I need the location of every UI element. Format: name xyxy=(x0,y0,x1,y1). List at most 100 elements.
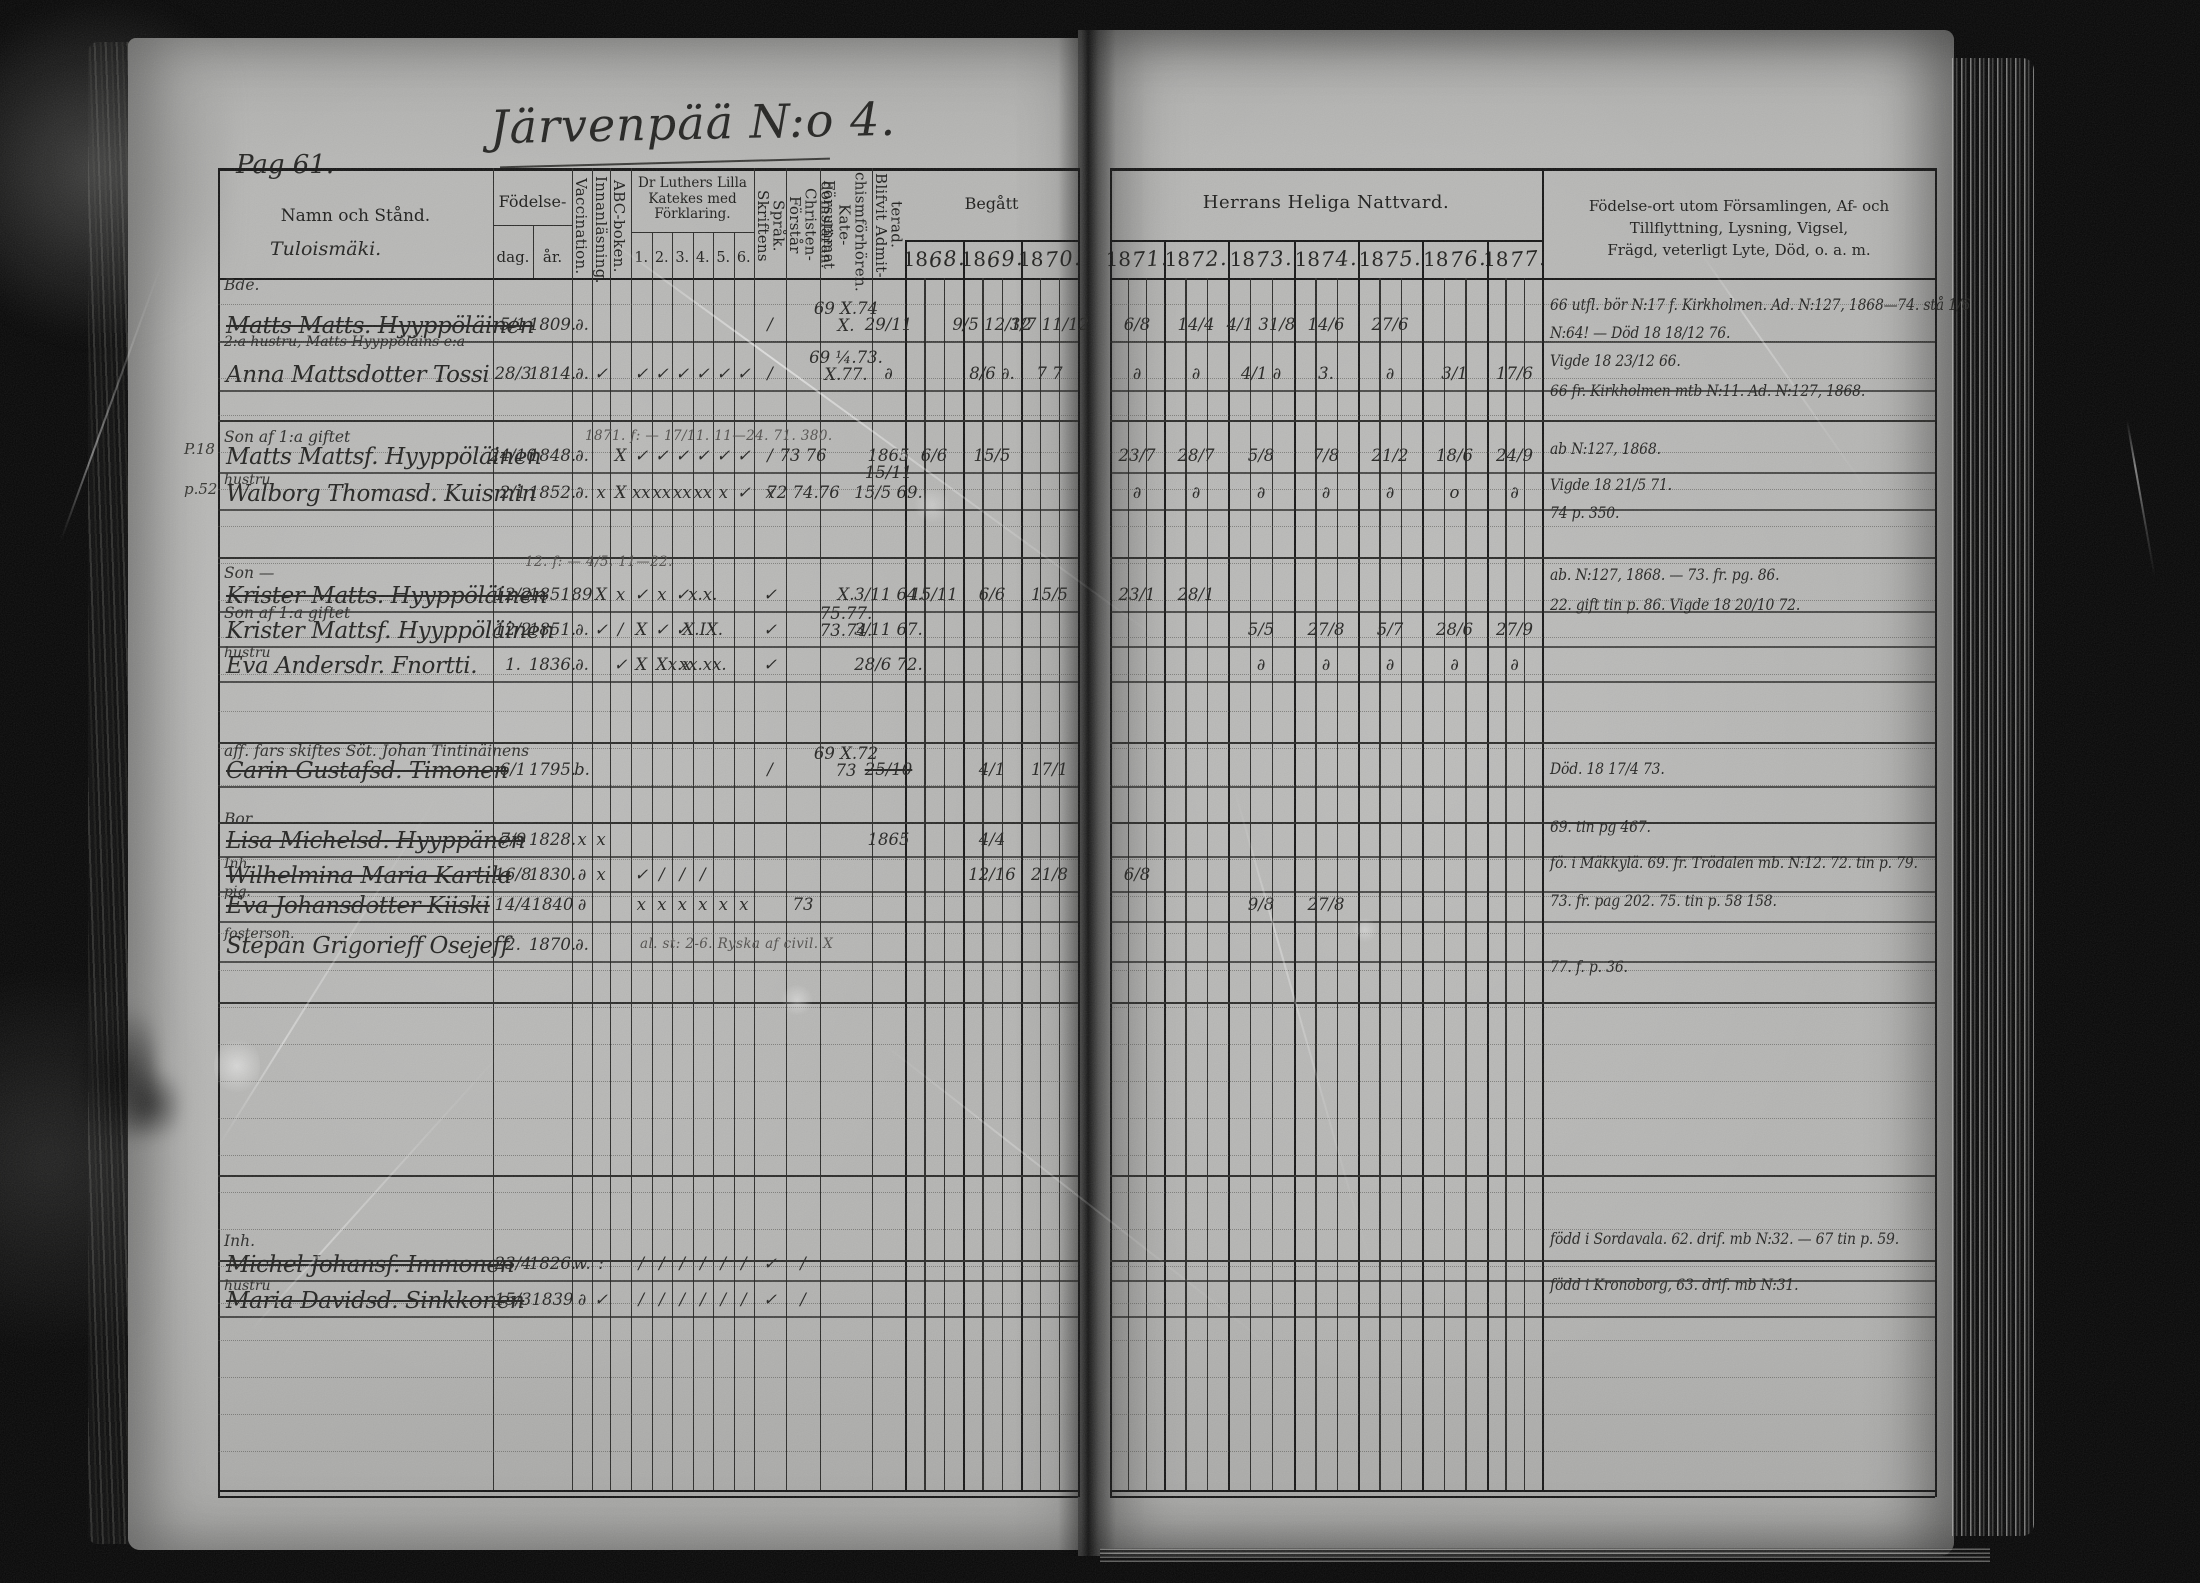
scan-corner-glare xyxy=(0,0,230,380)
catechism-col-number: 2. xyxy=(654,250,669,266)
year-header: 18 75. xyxy=(1358,245,1423,273)
year-header: 18 68. xyxy=(902,245,967,273)
record-mark-innan: x xyxy=(596,830,606,849)
col-header-name: Namn och Stånd. xyxy=(280,206,431,226)
col-header-birth-day: dag. xyxy=(496,248,530,266)
year-header: 18 73. xyxy=(1229,245,1294,273)
record-mark-y1870: 7 7 xyxy=(1036,364,1063,383)
record-mark-k4: / xyxy=(700,865,706,884)
col-header-birth: Födelse- xyxy=(498,192,567,211)
record-mark-y1877: 27/9 xyxy=(1495,620,1534,639)
record-mark-y1869: 15/5 xyxy=(973,446,1011,465)
section-label: Inh. xyxy=(224,1232,256,1250)
scan-corner-glare xyxy=(0,900,150,1420)
remark-note: 74 p. 350. xyxy=(1550,504,1620,522)
record-mark-skrift: / xyxy=(767,760,773,779)
record-mark-admitt: 28/6 72. xyxy=(854,655,923,674)
record-mark-y1870: 21/8 xyxy=(1030,865,1069,884)
page-stack-bottom xyxy=(1100,1548,1990,1562)
catechism-col-number: 4. xyxy=(695,250,710,266)
remark-note: ab. N:127, 1868. — 73. fr. pg. 86. xyxy=(1550,566,1780,584)
remark-note: Vigde 18 23/12 66. xyxy=(1550,352,1681,370)
margin-page-ref: p.52 xyxy=(184,480,218,498)
remark-note: född i Sordavala. 62. drif. mb N:32. — 6… xyxy=(1550,1230,1899,1248)
record-mark-y1870: 15/5 xyxy=(1030,585,1069,604)
col-header-scripture-language: Skriftens Språk. xyxy=(753,190,788,262)
estate-name-handwritten: Tuloismäki. xyxy=(270,238,382,260)
record-mark-admitt: 15/5 69. xyxy=(854,483,923,502)
remark-note: 66 utfl. bör N:17 f. Kirkholmen. Ad. N:1… xyxy=(1550,296,1971,314)
person-name: Stepan Grigorieff Osejeff xyxy=(226,933,509,959)
record-mark-y1872: 28/1 xyxy=(1177,585,1215,604)
record-mark-y1877: ∂ xyxy=(1510,483,1519,502)
record-mark-admitt: ∂ xyxy=(884,364,893,383)
record-mark-forstar: 73 xyxy=(792,895,814,914)
remark-note: ab N:127, 1868. xyxy=(1550,440,1661,458)
record-mark-admitt: 25/10 xyxy=(864,760,913,779)
remark-note: 22. gift tin p. 86. Vigde 18 20/10 72. xyxy=(1550,596,1801,614)
record-mark-skrift: / xyxy=(767,315,773,334)
section-label: Bde. xyxy=(224,276,260,294)
record-mark-vacc: b. xyxy=(574,760,590,779)
year-header: 18 76. xyxy=(1423,245,1487,273)
year-header: 18 69. xyxy=(960,245,1025,273)
record-mark-y1870: 17/1 xyxy=(1030,760,1069,779)
catechism-number-row: 1. 2. 3. 4. 5. 6. xyxy=(631,250,754,266)
pencil-note: 1871. f: — 17/11. 11—24. 71. 380. xyxy=(585,428,833,444)
person-name: Anna Mattsdotter Tossi xyxy=(226,362,490,388)
catechism-col-number: 6. xyxy=(736,250,751,266)
record-mark-forstar: / xyxy=(800,1254,806,1273)
year-header: 18 77. xyxy=(1483,245,1547,273)
record-mark-y1877: 17/6 xyxy=(1495,364,1534,383)
record-mark-forstar: 72 74.76 xyxy=(766,483,840,502)
record-mark-admitt: 3/11 67. xyxy=(854,620,923,639)
col-header-remarks: Födelse-ort utom Församlingen, Af- och T… xyxy=(1588,197,1890,259)
col-header-reading: Innanläsning. xyxy=(591,176,610,284)
person-name: Wilhelmina Maria Kartila xyxy=(226,863,512,889)
catechism-col-number: 1. xyxy=(634,250,649,266)
col-header-admitted: Blifvit Admit- terad. xyxy=(871,172,906,278)
scratch xyxy=(2126,420,2156,578)
remark-note: 73. fr. pag 202. 75. tin p. 58 158. xyxy=(1550,892,1777,910)
record-mark-y1871: 6/8 xyxy=(1123,865,1151,884)
record-mark-forstar: 73 76 xyxy=(779,446,827,465)
year-header: 18 74. xyxy=(1294,245,1359,273)
record-mark-skrift: ✓ xyxy=(763,585,777,604)
pencil-note: 12. f: — 4/5. 11—22. xyxy=(525,554,673,570)
col-header-abc-book: ABC-boken. xyxy=(609,179,628,273)
col-header-birth-year: år. xyxy=(542,248,563,266)
record-mark-vacc: ∂. xyxy=(575,935,589,954)
catechism-col-number: 5. xyxy=(716,250,731,266)
remark-note: 77. f. p. 36. xyxy=(1550,958,1628,976)
person-name: Michel Johansf. Immonen xyxy=(226,1252,514,1278)
pencil-note: al. st: 2-6. Ryska af civil. X xyxy=(640,936,834,952)
section-label: Bor. xyxy=(224,810,256,828)
remark-note: 69. tin pg 467. xyxy=(1550,818,1651,836)
col-header-vaccination: Vaccination. xyxy=(571,177,590,275)
record-mark-y1870: 3/7 11/12 xyxy=(1009,315,1090,334)
record-mark-admitt: 1865 xyxy=(867,830,910,849)
remark-note: fö. i Mäkkylä. 69. fr. Trödalen mb. N:12… xyxy=(1550,854,1918,872)
record-mark-y1877: ∂ xyxy=(1510,655,1519,674)
record-mark-skrift: ✓ xyxy=(763,655,777,674)
person-name: Eva Andersdr. Fnortti. xyxy=(226,653,478,679)
col-header-communion: Herrans Heliga Nattvard. xyxy=(1202,192,1450,213)
col-header-catechism: Dr Luthers Lilla Katekes med Förklaring. xyxy=(638,175,747,223)
col-header-missed-exams: Försummat Kate- chismförhören. xyxy=(819,172,870,292)
col-header-understands-doctrine: Förstår Christen- domsläran. xyxy=(785,181,836,269)
record-mark-skrift: / xyxy=(767,364,773,383)
page-stack-edge xyxy=(1952,58,2034,1536)
relation-label: 2:a hustru, Matts Hyyppöläins e:a xyxy=(224,334,466,350)
person-name: Eva Johansdotter Kiiski xyxy=(226,893,490,919)
remark-note: född i Kronoborg, 63. drif. mb N:31. xyxy=(1550,1276,1799,1294)
record-mark-skrift: ✓ xyxy=(763,620,777,639)
record-mark-y1875: 27/6 xyxy=(1371,315,1409,334)
year-header: 18 70. xyxy=(1018,245,1082,273)
person-name: Carin Gustafsd. Timonen xyxy=(226,758,508,784)
year-header: 18 71. xyxy=(1105,245,1170,273)
page-number: Pag 61. xyxy=(236,150,335,180)
col-header-begatt: Begått xyxy=(964,194,1019,213)
record-mark-vacc: ∂. xyxy=(575,315,589,334)
record-mark-y1869: 4/4 xyxy=(978,830,1006,849)
